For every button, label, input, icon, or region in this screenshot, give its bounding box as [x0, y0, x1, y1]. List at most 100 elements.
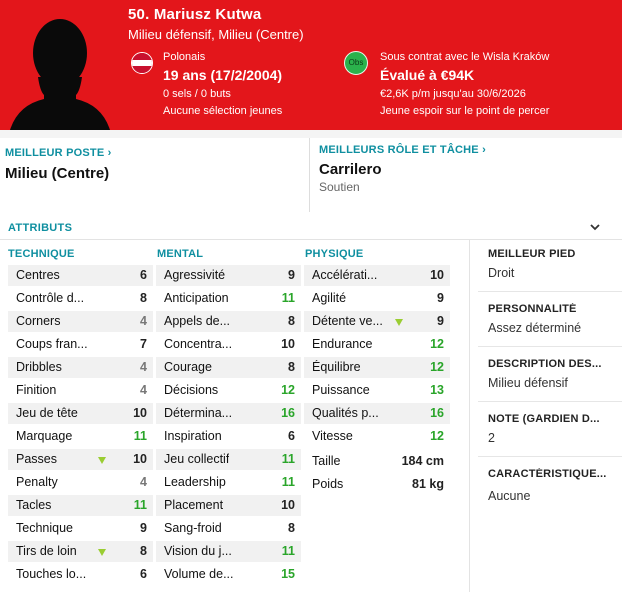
attribute-label: Penalty: [16, 475, 58, 489]
side-divider: [478, 456, 622, 457]
traits-value: Aucune: [488, 489, 531, 503]
mental-heading: MENTAL: [157, 248, 204, 260]
chevron-right-icon: ›: [107, 147, 112, 159]
technical-attribute-row[interactable]: Touches lo... 6: [8, 564, 153, 585]
technical-attribute-row[interactable]: Passes 10: [8, 449, 153, 470]
card-divider: [309, 138, 310, 212]
physical-attribute-row[interactable]: Équilibre 12: [304, 357, 450, 378]
physical-attribute-row[interactable]: Accélérati... 10: [304, 265, 450, 286]
technical-attribute-row[interactable]: Dribbles 4: [8, 357, 153, 378]
attribute-label: Concentra...: [164, 337, 233, 351]
progress-arrow-icon: [98, 549, 106, 556]
attribute-label: Sang-froid: [164, 521, 222, 535]
attribute-label: Placement: [164, 498, 224, 512]
attribute-value: 12: [281, 383, 295, 397]
rating-title: NOTE (GARDIEN D...: [488, 413, 600, 425]
physical-attribute-row[interactable]: Vitesse 12: [304, 426, 450, 447]
description-value: Milieu défensif: [488, 376, 568, 390]
player-status: Jeune espoir sur le point de percer: [380, 105, 550, 117]
mental-attribute-row[interactable]: Sang-froid 8: [156, 518, 301, 539]
technical-attribute-row[interactable]: Corners 4: [8, 311, 153, 332]
physical-attribute-row[interactable]: Détente ve... 9: [304, 311, 450, 332]
best-position-title[interactable]: MEILLEUR POSTE ›: [5, 147, 112, 159]
mental-attribute-row[interactable]: Courage 8: [156, 357, 301, 378]
best-position-value: Milieu (Centre): [5, 165, 110, 182]
description-title: DESCRIPTION DES...: [488, 358, 602, 370]
technical-attribute-row[interactable]: Marquage 11: [8, 426, 153, 447]
physical-attribute-row[interactable]: Puissance 13: [304, 380, 450, 401]
physical-attribute-row[interactable]: Qualités p... 16: [304, 403, 450, 424]
technical-attribute-row[interactable]: Tirs de loin 8: [8, 541, 153, 562]
attributes-separator: [0, 239, 622, 240]
best-position-card[interactable]: MEILLEUR POSTE › Milieu (Centre): [0, 138, 309, 212]
side-divider: [478, 346, 622, 347]
attribute-value: 16: [430, 406, 444, 420]
mental-attribute-row[interactable]: Leadership 11: [156, 472, 301, 493]
attribute-value: 9: [437, 314, 444, 328]
nationality[interactable]: Polonais: [163, 51, 206, 63]
attribute-value: 6: [140, 567, 147, 581]
attribute-label: Tirs de loin: [16, 544, 77, 558]
attribute-value: 11: [281, 452, 295, 466]
mental-attribute-row[interactable]: Vision du j... 11: [156, 541, 301, 562]
technical-attribute-row[interactable]: Coups fran... 7: [8, 334, 153, 355]
weight-row: Poids 81 kg: [304, 474, 450, 495]
attribute-value: 12: [430, 429, 444, 443]
mental-attribute-row[interactable]: Décisions 12: [156, 380, 301, 401]
attribute-label: Contrôle d...: [16, 291, 85, 305]
height-value: 184 cm: [401, 454, 444, 468]
technical-attribute-row[interactable]: Penalty 4: [8, 472, 153, 493]
mental-attribute-row[interactable]: Jeu collectif 11: [156, 449, 301, 470]
personality-title: PERSONNALITÉ: [488, 303, 577, 315]
attribute-label: Agressivité: [164, 268, 226, 282]
attribute-label: Agilité: [312, 291, 347, 305]
attribute-value: 11: [281, 475, 295, 489]
attribute-value: 8: [288, 314, 295, 328]
best-role-card[interactable]: MEILLEURS RÔLE ET TÂCHE › Carrilero Sout…: [310, 138, 622, 212]
attribute-label: Détente ve...: [312, 314, 383, 328]
attribute-value: 11: [133, 498, 147, 512]
player-header: 50. Mariusz Kutwa Milieu défensif, Milie…: [0, 0, 622, 130]
attribute-value: 16: [281, 406, 295, 420]
attribute-value: 8: [140, 291, 147, 305]
attribute-value: 10: [133, 452, 147, 466]
attribute-value: 8: [288, 360, 295, 374]
personality-value: Assez déterminé: [488, 321, 582, 335]
best-role-duty: Soutien: [319, 180, 360, 194]
mental-attribute-row[interactable]: Inspiration 6: [156, 426, 301, 447]
attribute-label: Coups fran...: [16, 337, 88, 351]
physical-attribute-row[interactable]: Endurance 12: [304, 334, 450, 355]
contract-club[interactable]: Sous contrat avec le Wisla Kraków: [380, 51, 550, 63]
player-value: Évalué à €94K: [380, 67, 475, 83]
technical-attribute-row[interactable]: Centres 6: [8, 265, 153, 286]
technical-attribute-row[interactable]: Finition 4: [8, 380, 153, 401]
mental-attribute-row[interactable]: Volume de... 15: [156, 564, 301, 585]
mental-attribute-row[interactable]: Concentra... 10: [156, 334, 301, 355]
attributes-title: ATTRIBUTS: [8, 222, 73, 234]
attribute-value: 12: [430, 360, 444, 374]
technical-attribute-row[interactable]: Contrôle d... 8: [8, 288, 153, 309]
attribute-value: 9: [288, 268, 295, 282]
attribute-label: Jeu de tête: [16, 406, 78, 420]
player-name: 50. Mariusz Kutwa: [128, 6, 262, 23]
attribute-value: 10: [281, 337, 295, 351]
attribute-label: Décisions: [164, 383, 219, 397]
best-role-title[interactable]: MEILLEURS RÔLE ET TÂCHE ›: [319, 144, 486, 156]
weight-value: 81 kg: [412, 477, 444, 491]
mental-attribute-row[interactable]: Détermina... 16: [156, 403, 301, 424]
mental-attribute-row[interactable]: Appels de... 8: [156, 311, 301, 332]
mental-attribute-row[interactable]: Placement 10: [156, 495, 301, 516]
technical-attribute-row[interactable]: Technique 9: [8, 518, 153, 539]
height-row: Taille 184 cm: [304, 451, 450, 472]
technical-attribute-row[interactable]: Tacles 11: [8, 495, 153, 516]
preferred-foot-title: MEILLEUR PIED: [488, 248, 576, 260]
attribute-label: Qualités p...: [312, 406, 379, 420]
technical-attribute-row[interactable]: Jeu de tête 10: [8, 403, 153, 424]
mental-attribute-row[interactable]: Agressivité 9: [156, 265, 301, 286]
club-logo-icon[interactable]: Obs: [344, 51, 368, 75]
chevron-right-icon: ›: [482, 144, 486, 156]
physical-attribute-row[interactable]: Agilité 9: [304, 288, 450, 309]
chevron-down-icon[interactable]: [588, 220, 602, 234]
attribute-label: Jeu collectif: [164, 452, 230, 466]
mental-attribute-row[interactable]: Anticipation 11: [156, 288, 301, 309]
